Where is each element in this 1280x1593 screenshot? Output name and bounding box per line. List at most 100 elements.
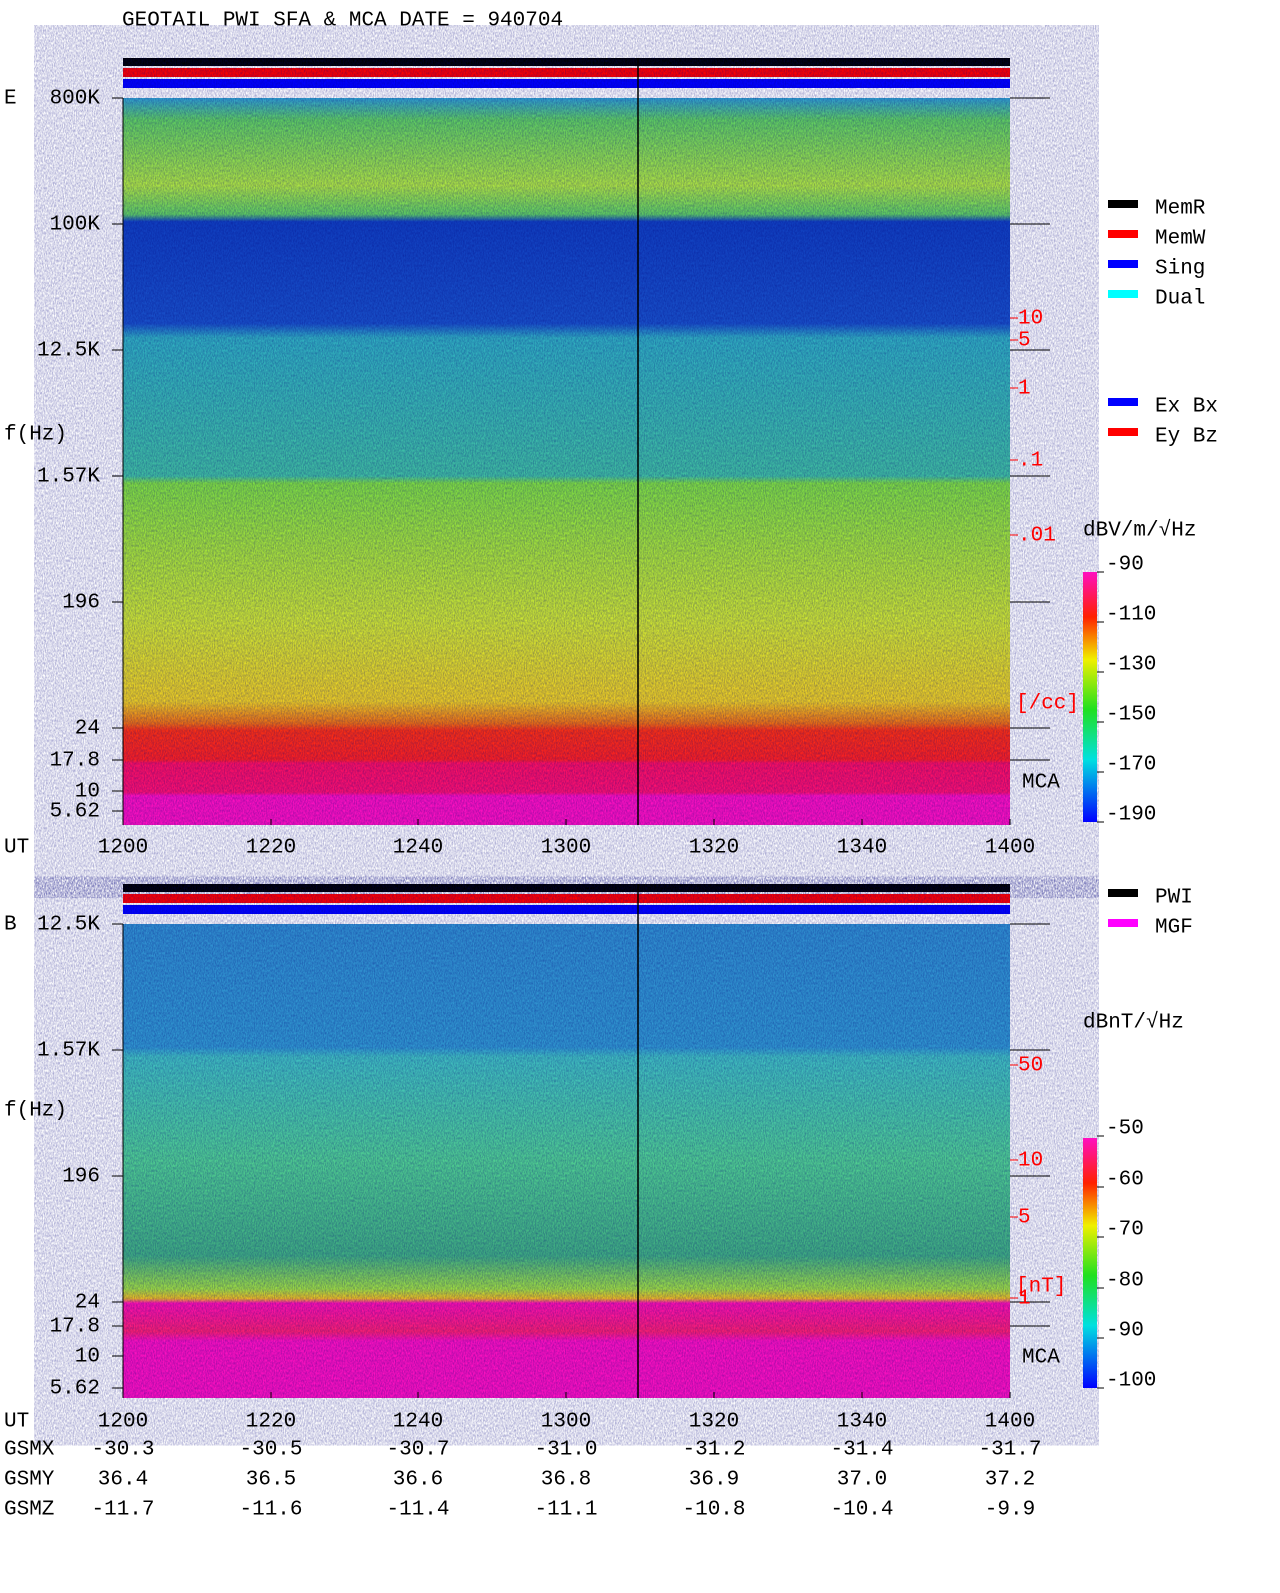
y-tick-label: 12.5K	[37, 914, 100, 937]
panel-label: B	[4, 914, 17, 937]
density-tick-label: .01	[1018, 525, 1056, 548]
legend-swatch	[1108, 290, 1138, 298]
x-tick-label: 1400	[985, 1411, 1035, 1434]
colorbar-tick-label: -130	[1106, 654, 1156, 677]
density-tick-label: 1	[1018, 378, 1031, 401]
colorbar-tick-label: -60	[1106, 1169, 1144, 1192]
colorbar-tick-label: -90	[1106, 1320, 1144, 1343]
y-tick-label: 5.62	[50, 801, 100, 824]
x-axis-label: UT	[4, 1411, 29, 1434]
colorbar-tick-label: -190	[1106, 804, 1156, 827]
density-tick-label: 50	[1018, 1055, 1043, 1078]
spectrogram-noise	[123, 98, 1010, 825]
density-tick-label: 10	[1018, 308, 1043, 331]
ephemeris-name: GSMY	[4, 1469, 55, 1492]
legend-swatch	[1108, 200, 1138, 208]
x-axis-label: UT	[4, 837, 29, 860]
ephemeris-value: -11.4	[386, 1499, 449, 1522]
colorbar-tick-label: -50	[1106, 1118, 1144, 1141]
status-bar	[123, 884, 1010, 892]
ephemeris-value: 36.5	[246, 1469, 296, 1492]
ephemeris-value: -10.4	[830, 1499, 893, 1522]
ephemeris-value: -9.9	[985, 1499, 1035, 1522]
density-tick-label: 10	[1018, 1150, 1043, 1173]
y-tick-label: 17.8	[50, 1316, 100, 1339]
mca-label: MCA	[1022, 1347, 1060, 1370]
mca-label: MCA	[1022, 772, 1060, 795]
y-axis-label: f(Hz)	[4, 424, 67, 447]
ephemeris-value: 36.8	[541, 1469, 591, 1492]
density-unit: [/cc]	[1016, 693, 1079, 716]
colorbar	[1083, 572, 1097, 822]
ephemeris-value: -30.7	[386, 1439, 449, 1462]
legend-label: Dual	[1155, 288, 1205, 311]
legend-label: MemW	[1155, 228, 1206, 251]
legend-swatch	[1108, 919, 1138, 927]
legend-swatch	[1108, 260, 1138, 268]
x-tick-label: 1300	[541, 837, 591, 860]
colorbar-tick-label: -80	[1106, 1270, 1144, 1293]
ephemeris-name: GSMX	[4, 1439, 55, 1462]
ephemeris-value: -10.8	[682, 1499, 745, 1522]
density-tick-label: 5	[1018, 330, 1031, 353]
colorbar-unit: dBV/m/√Hz	[1083, 519, 1196, 543]
ephemeris-value: -31.4	[830, 1439, 893, 1462]
x-tick-label: 1340	[837, 837, 887, 860]
y-tick-label: 10	[75, 1346, 100, 1369]
status-bar	[123, 58, 1010, 66]
colorbar-tick-label: -110	[1106, 604, 1156, 627]
legend-label: Sing	[1155, 258, 1205, 281]
colorbar-tick-label: -170	[1106, 754, 1156, 777]
x-tick-label: 1340	[837, 1411, 887, 1434]
x-tick-label: 1320	[689, 837, 739, 860]
y-tick-label: 800K	[50, 88, 101, 111]
colorbar-tick-label: -150	[1106, 704, 1156, 727]
colorbar-tick-label: -70	[1106, 1219, 1144, 1242]
y-tick-label: 1.57K	[37, 466, 100, 489]
x-tick-label: 1220	[246, 1411, 296, 1434]
x-tick-label: 1400	[985, 837, 1035, 860]
y-tick-label: 12.5K	[37, 340, 100, 363]
ephemeris-value: 36.4	[98, 1469, 148, 1492]
y-tick-label: 1.57K	[37, 1040, 100, 1063]
ephemeris-value: -31.0	[534, 1439, 597, 1462]
density-tick-label: 5	[1018, 1207, 1031, 1230]
x-tick-label: 1240	[393, 1411, 443, 1434]
density-unit: [nT]	[1016, 1276, 1066, 1299]
ephemeris-value: -31.2	[682, 1439, 745, 1462]
ephemeris-value: 36.6	[393, 1469, 443, 1492]
ephemeris-value: 37.2	[985, 1469, 1035, 1492]
ephemeris-value: -11.6	[239, 1499, 302, 1522]
density-tick-label: .1	[1018, 450, 1043, 473]
ephemeris-value: 36.9	[689, 1469, 739, 1492]
y-tick-label: 17.8	[50, 750, 100, 773]
legend-swatch	[1108, 230, 1138, 238]
legend-swatch	[1108, 428, 1138, 436]
spectrogram-noise	[123, 924, 1010, 1398]
legend-label: MGF	[1155, 917, 1193, 940]
legend-label: Ey Bz	[1155, 426, 1218, 449]
status-bar	[123, 894, 1010, 903]
plots: Ef(Hz)800K100K12.5K1.57K1962417.8105.62U…	[4, 58, 1218, 1522]
ephemeris-value: -31.7	[978, 1439, 1041, 1462]
x-tick-label: 1300	[541, 1411, 591, 1434]
status-bar	[123, 79, 1010, 88]
y-tick-label: 24	[75, 1292, 100, 1315]
status-bar	[123, 68, 1010, 77]
x-tick-label: 1320	[689, 1411, 739, 1434]
y-tick-label: 196	[62, 592, 100, 615]
title: GEOTAIL PWI SFA & MCA DATE = 940704	[122, 10, 563, 33]
legend-label: PWI	[1155, 887, 1193, 910]
y-tick-label: 24	[75, 718, 100, 741]
x-tick-label: 1220	[246, 837, 296, 860]
legend-label: MemR	[1155, 198, 1206, 221]
ephemeris-value: -11.1	[534, 1499, 597, 1522]
colorbar-unit: dBnT/√Hz	[1083, 1011, 1184, 1035]
x-tick-label: 1240	[393, 837, 443, 860]
colorbar-tick-label: -90	[1106, 554, 1144, 577]
colorbar-tick-label: -100	[1106, 1370, 1156, 1393]
ephemeris-name: GSMZ	[4, 1499, 54, 1522]
y-axis-label: f(Hz)	[4, 1100, 67, 1123]
x-tick-label: 1200	[98, 837, 148, 860]
